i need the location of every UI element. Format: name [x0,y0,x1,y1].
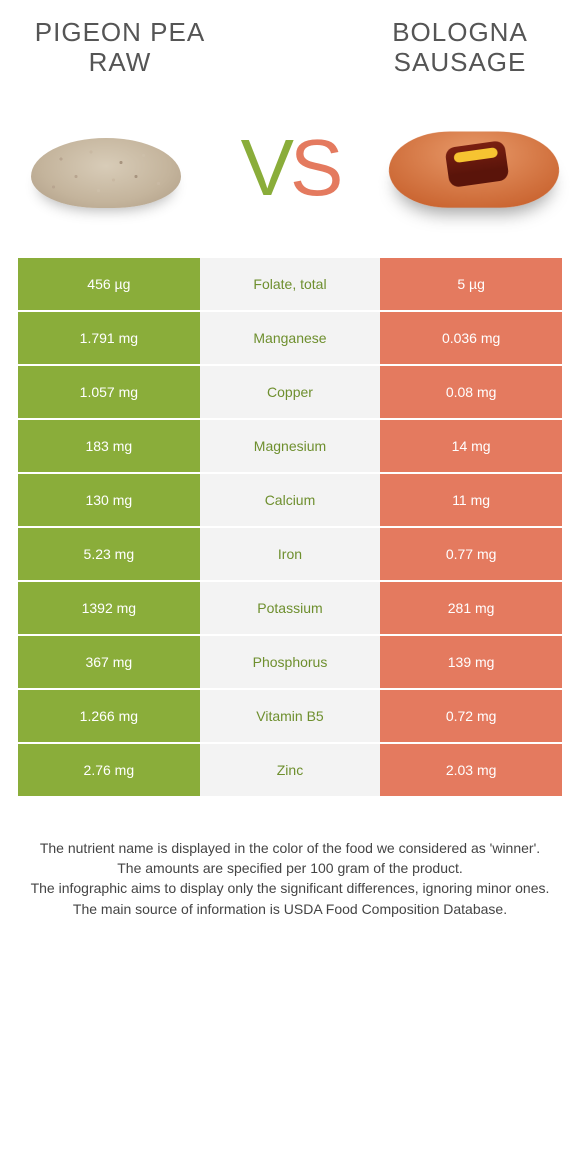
footer-line: The main source of information is USDA F… [30,899,550,919]
left-value: 1392 mg [18,582,200,634]
table-row: 1.791 mgManganese0.036 mg [18,312,562,366]
left-food-image [16,108,196,228]
right-value: 11 mg [380,474,562,526]
table-row: 367 mgPhosphorus139 mg [18,636,562,690]
nutrient-name: Iron [200,528,381,580]
vs-label: V S [241,128,340,208]
vs-v: V [241,128,290,208]
table-row: 1.057 mgCopper0.08 mg [18,366,562,420]
right-value: 0.77 mg [380,528,562,580]
right-value: 14 mg [380,420,562,472]
left-value: 367 mg [18,636,200,688]
footer-line: The nutrient name is displayed in the co… [30,838,550,858]
nutrient-name: Vitamin B5 [200,690,381,742]
nutrient-name: Zinc [200,744,381,796]
nutrient-name: Magnesium [200,420,381,472]
nutrient-name: Manganese [200,312,381,364]
left-value: 2.76 mg [18,744,200,796]
title-left: PIGEON PEA RAW [20,18,220,78]
footer-notes: The nutrient name is displayed in the co… [0,798,580,919]
nutrient-name: Copper [200,366,381,418]
table-row: 1.266 mgVitamin B50.72 mg [18,690,562,744]
vs-s: S [290,128,339,208]
sausage-icon [389,128,559,208]
table-row: 456 µgFolate, total5 µg [18,258,562,312]
right-value: 0.036 mg [380,312,562,364]
right-value: 5 µg [380,258,562,310]
left-value: 183 mg [18,420,200,472]
nutrient-name: Folate, total [200,258,381,310]
table-row: 5.23 mgIron0.77 mg [18,528,562,582]
left-value: 456 µg [18,258,200,310]
nutrient-name: Phosphorus [200,636,381,688]
pigeon-pea-icon [21,118,191,218]
right-value: 0.08 mg [380,366,562,418]
footer-line: The infographic aims to display only the… [30,878,550,898]
right-value: 139 mg [380,636,562,688]
title-right: BOLOGNA SAUSAGE [360,18,560,78]
right-food-image [384,108,564,228]
hero-row: V S [0,88,580,258]
table-row: 183 mgMagnesium14 mg [18,420,562,474]
table-row: 130 mgCalcium11 mg [18,474,562,528]
right-value: 2.03 mg [380,744,562,796]
nutrient-name: Calcium [200,474,381,526]
titles-row: PIGEON PEA RAW BOLOGNA SAUSAGE [0,0,580,88]
left-value: 1.266 mg [18,690,200,742]
left-value: 1.791 mg [18,312,200,364]
comparison-table: 456 µgFolate, total5 µg1.791 mgManganese… [18,258,562,798]
table-row: 1392 mgPotassium281 mg [18,582,562,636]
right-value: 0.72 mg [380,690,562,742]
left-value: 130 mg [18,474,200,526]
right-value: 281 mg [380,582,562,634]
nutrient-name: Potassium [200,582,381,634]
footer-line: The amounts are specified per 100 gram o… [30,858,550,878]
infographic: PIGEON PEA RAW BOLOGNA SAUSAGE V S 456 µ… [0,0,580,919]
left-value: 5.23 mg [18,528,200,580]
left-value: 1.057 mg [18,366,200,418]
table-row: 2.76 mgZinc2.03 mg [18,744,562,798]
